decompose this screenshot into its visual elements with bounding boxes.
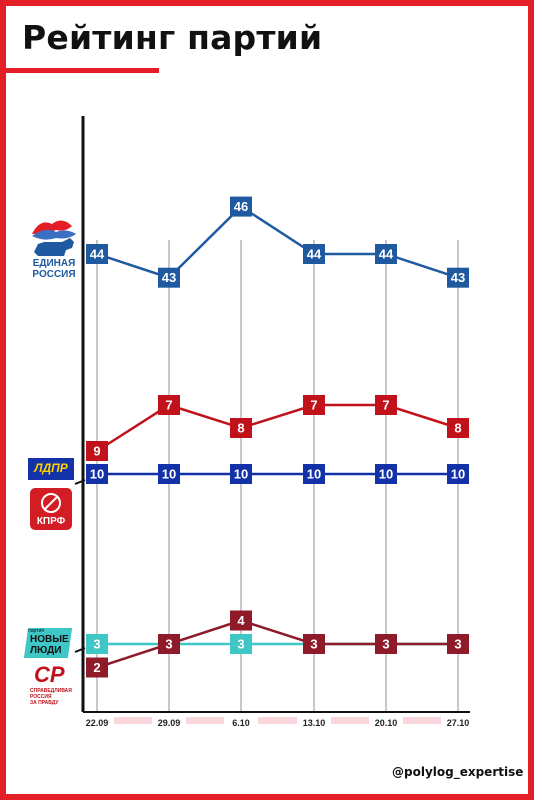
data-point-ldpr [230, 464, 252, 484]
x-tick-label: 29.09 [158, 718, 181, 728]
nl-logo-line2: ЛЮДИ [30, 645, 62, 656]
er-logo-line1: ЕДИНАЯ [32, 258, 76, 269]
author-handle: @polylog_expertise [392, 765, 524, 779]
data-label-er: 46 [234, 199, 248, 214]
data-label-ldpr: 10 [379, 467, 393, 482]
data-point-nl [230, 634, 252, 654]
data-label-kprf: 7 [382, 398, 389, 413]
data-point-sr [86, 657, 108, 678]
data-label-er: 44 [90, 247, 105, 262]
data-label-ldpr: 10 [451, 467, 465, 482]
data-point-er [303, 244, 325, 264]
tick-band [403, 717, 441, 724]
data-point-kprf [375, 395, 397, 415]
data-label-sr: 3 [310, 637, 317, 652]
axis-break-mark [74, 479, 86, 485]
data-label-nl: 3 [237, 637, 244, 652]
data-point-ldpr [86, 464, 108, 484]
data-point-sr [230, 610, 252, 631]
series-line-kprf [96, 403, 459, 453]
data-label-kprf: 9 [93, 444, 100, 459]
data-label-ldpr: 10 [307, 467, 321, 482]
data-label-kprf: 8 [454, 421, 461, 436]
data-point-er [158, 267, 180, 288]
data-point-kprf [158, 395, 180, 415]
data-label-er: 43 [451, 270, 465, 285]
axis-break-mark [74, 647, 86, 653]
data-label-sr: 2 [93, 660, 100, 675]
data-label-sr: 3 [454, 637, 461, 652]
sr-logo-text: СР [34, 662, 65, 687]
ldpr-logo-text: ЛДПР [34, 461, 68, 475]
data-label-ldpr: 10 [234, 467, 248, 482]
nl-logo-line1: НОВЫЕ [30, 634, 69, 645]
data-label-kprf: 7 [165, 398, 172, 413]
united-russia-logo: ЕДИНАЯ РОССИЯ [26, 212, 82, 282]
tick-band [186, 717, 224, 724]
data-point-er [230, 196, 252, 217]
new-people-logo: партия НОВЫЕ ЛЮДИ [23, 628, 73, 658]
data-label-sr: 3 [165, 637, 172, 652]
data-label-kprf: 8 [237, 421, 244, 436]
ldpr-logo: ЛДПР [28, 458, 74, 480]
data-label-er: 44 [307, 247, 322, 262]
data-point-nl [86, 634, 108, 654]
data-point-ldpr [447, 464, 469, 484]
data-point-kprf [303, 395, 325, 415]
data-point-ldpr [158, 464, 180, 484]
data-point-er [375, 244, 397, 264]
data-point-kprf [230, 418, 252, 438]
data-point-ldpr [375, 464, 397, 484]
series-line-er [96, 205, 459, 280]
data-label-er: 44 [379, 247, 394, 262]
data-label-ldpr: 10 [90, 467, 104, 482]
nl-logo-tag: партия [28, 628, 44, 634]
tick-band [114, 717, 152, 724]
data-label-er: 43 [162, 270, 176, 285]
x-tick-label: 6.10 [232, 718, 250, 728]
tick-band [258, 717, 297, 724]
sr-logo-sub2: РОССИЯ [30, 694, 52, 700]
data-point-sr [158, 634, 180, 654]
kprf-logo: КПРФ [30, 488, 72, 530]
x-tick-label: 27.10 [447, 718, 470, 728]
chart-title: Рейтинг партий [22, 18, 323, 57]
x-tick-label: 13.10 [303, 718, 326, 728]
series-line-sr [96, 619, 458, 669]
data-point-kprf [447, 418, 469, 438]
data-point-sr [375, 634, 397, 654]
sr-logo-sub3: ЗА ПРАВДУ [30, 700, 59, 706]
title-underline [6, 68, 159, 73]
tick-band [331, 717, 369, 724]
data-label-kprf: 7 [310, 398, 317, 413]
x-tick-label: 22.09 [86, 718, 109, 728]
data-label-nl: 3 [93, 637, 100, 652]
bear-flag-icon [32, 220, 76, 256]
data-label-sr: 3 [382, 637, 389, 652]
er-logo-line2: РОССИЯ [32, 269, 76, 280]
data-point-er [447, 267, 469, 288]
data-point-sr [303, 634, 325, 654]
data-point-er [86, 244, 108, 264]
kprf-logo-text: КПРФ [36, 516, 66, 527]
sr-logo-sub1: СПРАВЕДЛИВАЯ [30, 688, 72, 694]
data-point-kprf [86, 441, 108, 461]
hammer-sickle-icon [41, 493, 61, 513]
data-point-sr [447, 634, 469, 654]
data-point-ldpr [303, 464, 325, 484]
x-tick-label: 20.10 [375, 718, 398, 728]
fair-russia-logo: СР СПРАВЕДЛИВАЯ РОССИЯ ЗА ПРАВДУ [30, 662, 74, 712]
data-label-ldpr: 10 [162, 467, 176, 482]
data-label-sr: 4 [237, 613, 245, 628]
